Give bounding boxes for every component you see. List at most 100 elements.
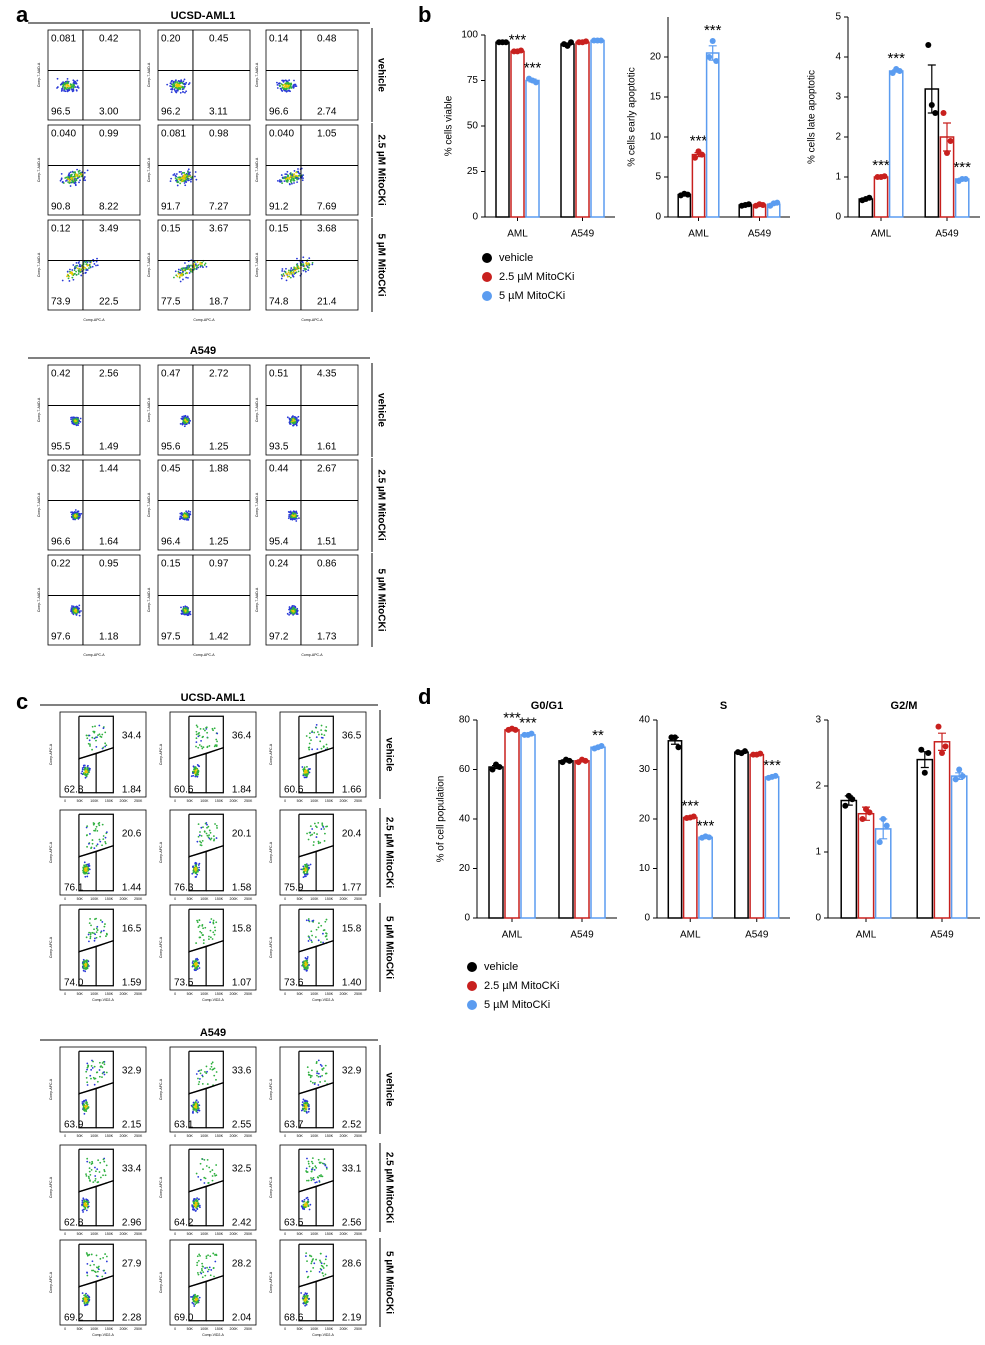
quadrant-value: 0.95 bbox=[99, 559, 119, 570]
quadrant-value: 1.61 bbox=[317, 442, 337, 453]
event-dot bbox=[210, 1269, 212, 1271]
event-dot bbox=[83, 1109, 85, 1111]
event-dot bbox=[103, 835, 105, 837]
gate-value: 2.56 bbox=[342, 1218, 362, 1229]
event-dot bbox=[292, 422, 294, 424]
event-dot bbox=[322, 1162, 324, 1164]
event-dot bbox=[318, 1076, 320, 1078]
event-dot bbox=[199, 263, 201, 265]
event-dot bbox=[84, 176, 86, 178]
event-dot bbox=[80, 271, 82, 273]
event-dot bbox=[180, 423, 182, 425]
replicate-dot bbox=[598, 37, 604, 43]
event-dot bbox=[183, 83, 185, 85]
event-dot bbox=[195, 1204, 197, 1206]
event-dot bbox=[106, 1072, 108, 1074]
x-tick-label: AML bbox=[871, 229, 892, 240]
y-axis-label: Comp-7-AAD-A bbox=[255, 397, 259, 422]
replicate-dot bbox=[922, 770, 928, 776]
event-dot bbox=[304, 1203, 306, 1205]
quadrant-value: 1.25 bbox=[209, 442, 229, 453]
x-tick-label: 100K bbox=[200, 1134, 209, 1138]
x-tick-label: 50K bbox=[77, 1134, 84, 1138]
event-dot bbox=[99, 839, 101, 841]
x-tick-label: 100K bbox=[310, 1232, 319, 1236]
x-axis-label: Comp-APC-A bbox=[301, 318, 323, 322]
gate-value: 2.28 bbox=[122, 1313, 142, 1324]
event-dot bbox=[73, 606, 75, 608]
event-dot bbox=[325, 1065, 327, 1067]
replicate-dot bbox=[746, 201, 752, 207]
y-axis-label: Comp-APC-A bbox=[159, 936, 163, 958]
quadrant-value: 22.5 bbox=[99, 297, 119, 308]
event-dot bbox=[288, 269, 290, 271]
event-dot bbox=[310, 940, 312, 942]
x-tick-label: 50K bbox=[297, 1134, 304, 1138]
event-dot bbox=[284, 173, 286, 175]
event-dot bbox=[207, 746, 209, 748]
event-dot bbox=[199, 1297, 201, 1299]
legend-label: vehicle bbox=[484, 961, 518, 973]
x-tick-label: 250K bbox=[354, 1134, 363, 1138]
event-dot bbox=[303, 1099, 305, 1101]
quadrant-value: 0.99 bbox=[99, 129, 119, 140]
event-dot bbox=[85, 261, 87, 263]
event-dot bbox=[175, 270, 177, 272]
event-dot bbox=[306, 1111, 308, 1113]
y-axis-label: Comp-7-AAD-A bbox=[147, 157, 151, 182]
event-dot bbox=[308, 1111, 310, 1113]
event-dot bbox=[80, 275, 82, 277]
event-dot bbox=[98, 824, 100, 826]
event-dot bbox=[83, 1107, 85, 1109]
event-dot bbox=[74, 86, 76, 88]
event-dot bbox=[206, 1255, 208, 1257]
gate-value: 2.19 bbox=[342, 1313, 362, 1324]
event-dot bbox=[291, 514, 293, 516]
event-dot bbox=[204, 1071, 206, 1073]
y-tick-label: 2 bbox=[815, 781, 821, 792]
event-dot bbox=[301, 766, 303, 768]
event-dot bbox=[98, 822, 100, 824]
event-dot bbox=[57, 78, 59, 80]
event-dot bbox=[76, 174, 78, 176]
event-dot bbox=[73, 608, 75, 610]
event-dot bbox=[199, 967, 201, 969]
gate-value: 34.4 bbox=[122, 730, 142, 741]
gate-value: 63.9 bbox=[64, 1120, 84, 1131]
panel-label: a bbox=[16, 2, 29, 27]
event-dot bbox=[187, 607, 189, 609]
event-dot bbox=[308, 749, 310, 751]
quadrant-value: 0.12 bbox=[51, 224, 71, 235]
event-dot bbox=[90, 925, 92, 927]
quadrant-value: 0.42 bbox=[51, 369, 71, 380]
x-axis-label: Comp-VID2-A bbox=[92, 1333, 114, 1337]
significance: *** bbox=[763, 757, 781, 774]
event-dot bbox=[194, 1108, 196, 1110]
quadrant-value: 3.00 bbox=[99, 107, 119, 118]
event-dot bbox=[312, 262, 314, 264]
x-tick-label: 250K bbox=[354, 1327, 363, 1331]
event-dot bbox=[95, 740, 97, 742]
event-dot bbox=[182, 180, 184, 182]
y-tick-label: 20 bbox=[639, 814, 651, 825]
gate-value: 36.4 bbox=[232, 730, 252, 741]
event-dot bbox=[198, 1070, 200, 1072]
y-tick-label: 0 bbox=[835, 212, 841, 223]
event-dot bbox=[198, 1081, 200, 1083]
x-tick-label: 200K bbox=[120, 1327, 129, 1331]
event-dot bbox=[95, 1170, 97, 1172]
event-dot bbox=[77, 513, 79, 515]
event-dot bbox=[89, 868, 91, 870]
event-dot bbox=[304, 1108, 306, 1110]
event-dot bbox=[75, 611, 77, 613]
y-axis-label: Comp-APC-A bbox=[269, 1078, 273, 1100]
x-tick-label: 250K bbox=[134, 992, 143, 996]
event-dot bbox=[187, 268, 189, 270]
y-axis-label: Comp-APC-A bbox=[49, 841, 53, 863]
y-tick-label: 20 bbox=[650, 52, 662, 63]
y-tick-label: 0 bbox=[472, 212, 478, 223]
x-tick-label: 50K bbox=[187, 799, 194, 803]
event-dot bbox=[304, 777, 306, 779]
event-dot bbox=[91, 846, 93, 848]
event-dot bbox=[89, 833, 91, 835]
